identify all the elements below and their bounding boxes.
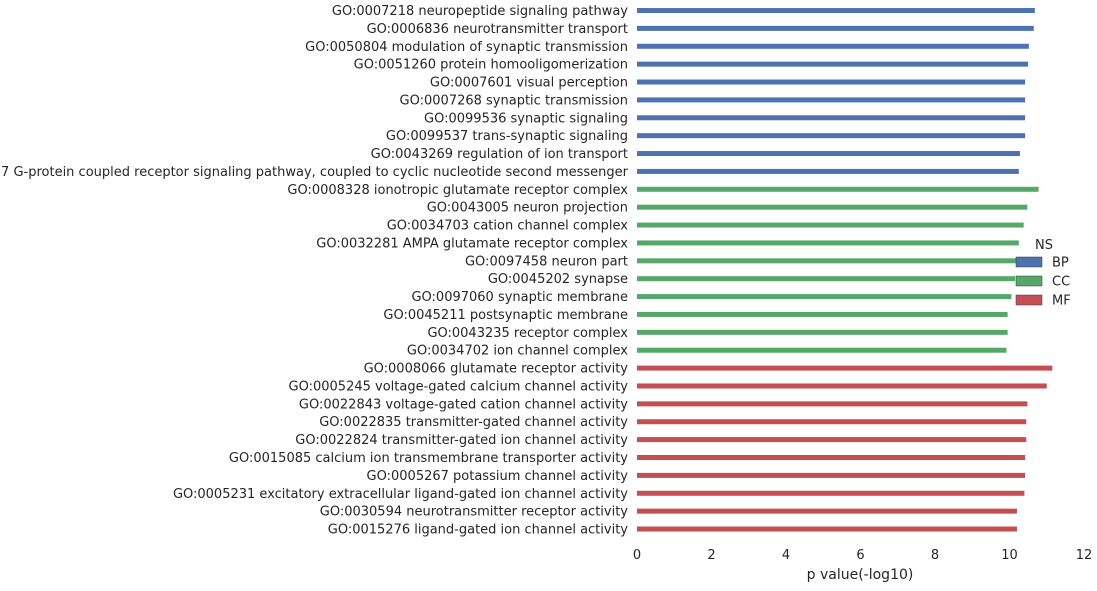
category-label: GO:0099537 trans-synaptic signaling	[386, 129, 628, 144]
x-axis-ticks: 0 2 4 6 8 10 12	[633, 548, 1092, 563]
category-label: GO:0005267 potassium channel activity	[367, 469, 629, 484]
x-tick-label: 8	[931, 548, 939, 563]
x-tick-label: 12	[1076, 548, 1093, 563]
legend-label-bp: BP	[1052, 256, 1069, 271]
bar-go-0050804	[637, 43, 1029, 49]
category-label: GO:0045202 synapse	[488, 272, 628, 287]
category-label: GO:0008066 glutamate receptor activity	[364, 362, 629, 377]
category-label: GO:0007218 neuropeptide signaling pathwa…	[332, 4, 628, 19]
bar-go-0097458	[637, 258, 1018, 264]
category-label: GO:0051260 protein homooligomerization	[354, 58, 628, 73]
category-label: GO:0043235 receptor complex	[427, 326, 628, 341]
x-tick-label: 0	[633, 548, 641, 563]
category-label: GO:0022835 transmitter-gated channel act…	[319, 415, 628, 430]
bar-go-0005231	[637, 490, 1025, 496]
bar-go-0005267	[637, 472, 1026, 478]
category-label: GO:0030594 neurotransmitter receptor act…	[320, 505, 629, 520]
category-label: GO:0007268 synaptic transmission	[400, 93, 628, 108]
category-label: GO:0022843 voltage-gated cation channel …	[299, 397, 628, 412]
bar-go-0099537	[637, 133, 1026, 139]
bar-go-0015085	[637, 455, 1026, 460]
category-label: GO:0005231 excitatory extracellular liga…	[173, 487, 628, 502]
legend-label-mf: MF	[1052, 294, 1071, 309]
bar-go-0051260	[637, 61, 1029, 67]
legend-swatch-cc	[1015, 275, 1043, 287]
bar-go-0006836	[637, 25, 1034, 31]
category-label: GO:0015085 calcium ion transmembrane tra…	[229, 451, 628, 466]
bar-go-0008328	[637, 186, 1039, 192]
bar-go-0043235	[637, 329, 1008, 335]
category-label: GO:0034703 cation channel complex	[387, 219, 629, 234]
bar-go-0022835	[637, 419, 1027, 425]
bar-go-0022843	[637, 401, 1028, 407]
bar-go-0007218	[637, 8, 1035, 13]
bar-go-0022824	[637, 437, 1027, 443]
bar-go-0034703	[637, 222, 1024, 228]
bar-go-0045202	[637, 276, 1016, 282]
bar-go-0099536	[637, 115, 1026, 121]
category-label: GO:0034702 ion channel complex	[407, 344, 628, 359]
category-label: GO:0097458 neuron part	[465, 254, 628, 269]
legend-swatch-bp	[1015, 256, 1043, 268]
bar-go-0045211	[637, 311, 1008, 317]
x-axis-label: p value(-log10)	[807, 567, 914, 583]
bar-go-0034702	[637, 347, 1007, 353]
bar-go-0005245	[637, 383, 1047, 389]
bar-go-0097060	[637, 294, 1012, 300]
legend-title: NS	[1035, 238, 1053, 253]
legend-label-cc: CC	[1052, 275, 1070, 290]
bar-go-0043005	[637, 204, 1028, 210]
bar-go-0032281	[637, 240, 1019, 246]
bar-go-0007187	[637, 168, 1019, 174]
category-label: GO:0008328 ionotropic glutamate receptor…	[287, 183, 628, 198]
category-label: GO:0005245 voltage-gated calcium channel…	[289, 379, 629, 394]
legend: NS BP CC MF	[1015, 238, 1071, 309]
bars-layer	[637, 8, 1053, 532]
category-label: GO:0097060 synaptic membrane	[411, 290, 628, 305]
x-tick-label: 2	[707, 548, 715, 563]
bar-go-0030594	[637, 508, 1017, 514]
category-label: GO:0045211 postsynaptic membrane	[383, 308, 628, 323]
x-tick-label: 6	[856, 548, 864, 563]
bar-go-0007268	[637, 97, 1026, 103]
category-label: GO:0006836 neurotransmitter transport	[367, 22, 628, 37]
x-tick-label: 10	[1001, 548, 1018, 563]
category-label: GO:0022824 transmitter-gated ion channel…	[295, 433, 628, 448]
category-label: GO:0099536 synaptic signaling	[424, 111, 628, 126]
category-label: GO:0007187 G-protein coupled receptor si…	[0, 165, 629, 180]
bar-go-0043269	[637, 151, 1020, 157]
category-label: GO:0050804 modulation of synaptic transm…	[305, 40, 628, 55]
legend-swatch-mf	[1015, 294, 1043, 306]
x-tick-label: 4	[782, 548, 790, 563]
category-label: GO:0032281 AMPA glutamate receptor compl…	[316, 236, 628, 251]
bar-go-0007601	[637, 79, 1026, 85]
category-label: GO:0007601 visual perception	[430, 76, 628, 91]
category-label: GO:0015276 ligand-gated ion channel acti…	[328, 523, 629, 538]
bar-go-0008066	[637, 365, 1053, 371]
category-labels: GO:0007218 neuropeptide signaling pathwa…	[0, 4, 629, 538]
category-label: GO:0043005 neuron projection	[427, 201, 628, 216]
category-label: GO:0043269 regulation of ion transport	[371, 147, 628, 162]
bar-go-0015276	[637, 526, 1017, 532]
